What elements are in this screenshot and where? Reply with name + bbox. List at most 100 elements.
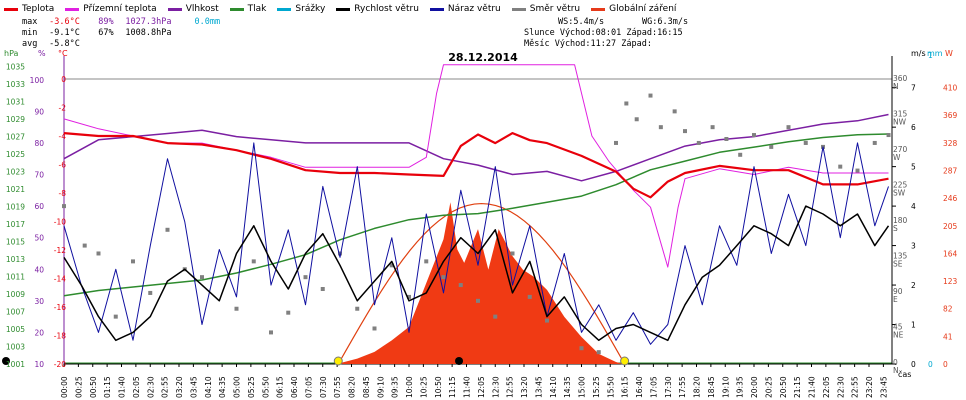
- pressure-tick: 1031: [6, 98, 25, 107]
- wind-tick: 5: [911, 163, 916, 172]
- pressure-tick: 1009: [6, 290, 25, 299]
- time-tick: 09:10: [376, 376, 385, 398]
- legend-label: Tlak: [247, 4, 267, 14]
- humidity-tick: 60: [34, 202, 44, 211]
- legend-item: Tlak: [229, 2, 267, 16]
- rain-tick: 0: [928, 360, 933, 369]
- time-tick: 02:05: [132, 376, 141, 398]
- time-tick: 13:20: [520, 376, 529, 398]
- time-tick: 02:30: [146, 376, 155, 398]
- stats-min-label: min: [22, 28, 38, 38]
- wind-direction-point: [596, 350, 601, 355]
- unit-time: čas: [898, 370, 912, 379]
- time-tick: 00:50: [89, 376, 98, 398]
- direction-label: NW: [893, 117, 907, 126]
- wind-direction-point: [476, 298, 480, 303]
- temperature-tick: -20: [54, 360, 66, 369]
- temperature-tick: -6: [59, 160, 67, 169]
- time-tick: 17:55: [678, 376, 687, 398]
- legend-swatch: [167, 7, 182, 11]
- humidity-tick: 80: [34, 139, 44, 148]
- wind-direction-point: [113, 314, 118, 319]
- temperature-tick: -4: [59, 132, 67, 141]
- direction-tick: 45: [893, 322, 903, 331]
- wind-direction-point: [303, 275, 308, 280]
- pressure-tick: 1011: [6, 273, 25, 282]
- unit-mm: mm: [927, 49, 943, 58]
- time-tick: 18:45: [707, 376, 716, 398]
- wind-direction-point: [355, 306, 360, 311]
- wind-direction-point: [424, 259, 429, 264]
- direction-label: S: [893, 224, 898, 233]
- wind-tick: 1: [911, 321, 916, 330]
- chart-date: 28.12.2014: [448, 51, 518, 64]
- stats-min-hum: 67%: [98, 28, 114, 38]
- time-tick: 05:00: [233, 376, 242, 398]
- wind-direction-point: [672, 109, 677, 114]
- sun-moon-panel: WS:5.4m/s WG:6.3m/s Slunce Východ:08:01 Z…: [524, 17, 688, 50]
- wind-direction-point: [389, 263, 394, 268]
- time-tick: 10:25: [419, 376, 428, 398]
- direction-tick: 90: [893, 287, 903, 296]
- stats-max-temp: -3.6°C: [49, 17, 80, 27]
- time-tick: 23:45: [879, 376, 888, 398]
- wind-direction-point: [200, 275, 204, 280]
- wind-gust-summary: WG:6.3m/s: [642, 17, 689, 27]
- wind-gust-line: [63, 142, 889, 345]
- direction-label: E: [893, 295, 898, 304]
- pressure-tick: 1003: [6, 343, 25, 352]
- legend-label: Srážky: [295, 4, 326, 14]
- wind-direction-point: [624, 101, 629, 106]
- wind-direction-point: [407, 294, 411, 299]
- time-tick: 23:20: [865, 376, 874, 398]
- temperature-tick: -16: [54, 303, 66, 312]
- radiation-tick: 41: [943, 332, 953, 341]
- time-tick: 19:35: [736, 376, 745, 398]
- wind-direction-point: [683, 129, 687, 134]
- legend-swatch: [277, 7, 292, 11]
- time-tick: 03:45: [189, 376, 198, 398]
- stats-min-press: 1008.8hPa: [125, 28, 172, 38]
- direction-tick: 315: [893, 109, 908, 118]
- radiation-tick: 164: [943, 249, 958, 258]
- wind-direction-point: [82, 243, 87, 248]
- time-tick: 08:20: [348, 376, 357, 398]
- legend-label: Směr větru: [529, 4, 581, 14]
- pressure-tick: 1025: [6, 150, 25, 159]
- temperature-tick: -18: [54, 331, 66, 340]
- legend-swatch: [65, 7, 80, 11]
- direction-tick: 180: [893, 216, 908, 225]
- time-tick: 15:50: [606, 376, 615, 398]
- wind-tick: 7: [911, 84, 916, 93]
- time-tick: 12:05: [477, 376, 486, 398]
- humidity-tick: 90: [34, 107, 44, 116]
- stats-max-press: 1027.3hPa: [125, 17, 172, 27]
- time-tick: 14:35: [563, 376, 572, 398]
- legend-item: Náraz větru: [429, 2, 501, 16]
- wind-direction-point: [510, 251, 515, 256]
- wind-tick: 0: [911, 360, 916, 369]
- legend-label: Náraz větru: [447, 4, 501, 14]
- wind-direction-point: [838, 164, 843, 169]
- legend-swatch: [591, 7, 606, 11]
- unit-hpa: hPa: [4, 49, 19, 58]
- humidity-tick: 100: [30, 76, 45, 85]
- time-tick: 16:15: [621, 376, 630, 398]
- wind-speed-summary: WS:5.4m/s: [558, 17, 605, 27]
- legend-item: Teplota: [4, 2, 54, 16]
- time-tick: 20:00: [750, 376, 759, 398]
- wind-tick: 6: [911, 123, 916, 132]
- time-tick: 07:30: [319, 376, 328, 398]
- direction-tick: 0: [893, 358, 898, 367]
- time-tick: 04:35: [218, 376, 227, 398]
- time-tick: 13:45: [534, 376, 543, 398]
- legend-item: Srážky: [277, 2, 325, 16]
- time-tick: 12:55: [506, 376, 515, 398]
- stats-max-hum: 89%: [98, 17, 114, 27]
- chart-tick-labels: 1001100310051007100910111013101510171019…: [6, 51, 958, 398]
- time-tick: 11:40: [463, 376, 472, 398]
- pressure-tick: 1001: [6, 360, 25, 369]
- legend-swatch: [429, 7, 444, 11]
- wind-tick: 2: [911, 281, 916, 290]
- legend-dot-left: [2, 357, 10, 365]
